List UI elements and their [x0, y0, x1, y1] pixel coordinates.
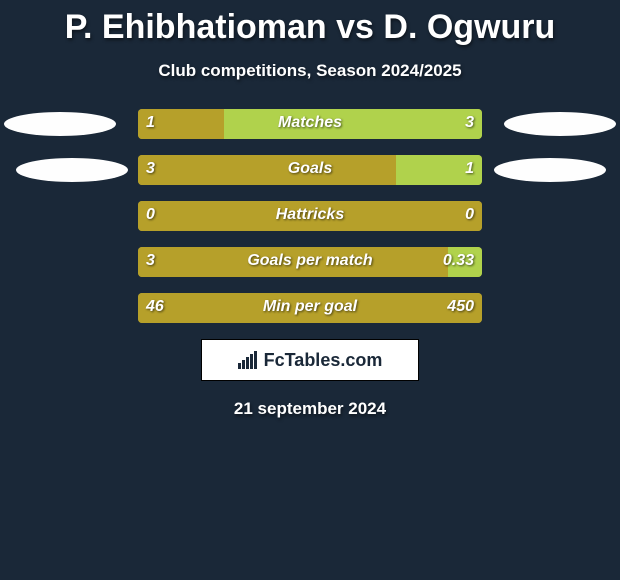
- bar-track: 13Matches: [138, 109, 482, 139]
- bar-track: 31Goals: [138, 155, 482, 185]
- player1-oval: [16, 158, 128, 182]
- player1-oval: [4, 112, 116, 136]
- player2-oval: [504, 112, 616, 136]
- bar-track: 00Hattricks: [138, 201, 482, 231]
- logo-box[interactable]: FcTables.com: [201, 339, 419, 381]
- bar-track: 46450Min per goal: [138, 293, 482, 323]
- stat-row: 13Matches: [0, 109, 620, 139]
- stat-label: Min per goal: [138, 298, 482, 316]
- stat-row: 31Goals: [0, 155, 620, 185]
- stat-row: 00Hattricks: [0, 201, 620, 231]
- stat-label: Goals: [138, 160, 482, 178]
- page-title: P. Ehibhatioman vs D. Ogwuru: [0, 0, 620, 47]
- comparison-chart: 13Matches 31Goals 00Hattricks 30.33Goals pe…: [0, 109, 620, 323]
- bar-track: 30.33Goals per match: [138, 247, 482, 277]
- date-line: 21 september 2024: [0, 399, 620, 419]
- stat-row: 30.33Goals per match: [0, 247, 620, 277]
- subtitle: Club competitions, Season 2024/2025: [0, 61, 620, 81]
- logo-text: FcTables.com: [264, 350, 383, 371]
- bars-icon: [238, 351, 260, 369]
- player2-oval: [494, 158, 606, 182]
- stat-label: Hattricks: [138, 206, 482, 224]
- stat-label: Matches: [138, 114, 482, 132]
- stat-row: 46450Min per goal: [0, 293, 620, 323]
- stat-label: Goals per match: [138, 252, 482, 270]
- logo: FcTables.com: [238, 350, 383, 371]
